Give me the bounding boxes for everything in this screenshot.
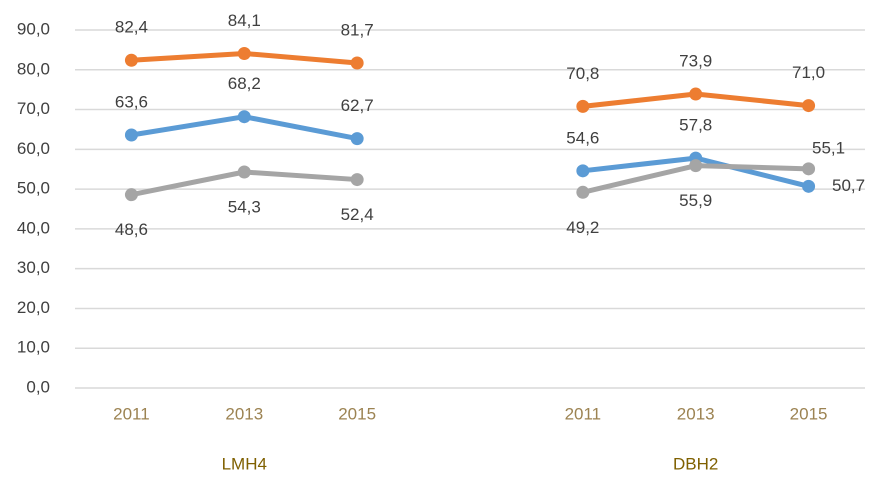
y-tick-label: 90,0 <box>17 19 50 38</box>
y-tick-label: 70,0 <box>17 99 50 118</box>
y-tick-label: 60,0 <box>17 139 50 158</box>
y-tick-label: 80,0 <box>17 59 50 78</box>
data-label: 54,6 <box>566 128 599 147</box>
marker <box>237 46 251 60</box>
data-label: 62,7 <box>341 96 374 115</box>
data-label: 52,4 <box>341 205 374 224</box>
data-label: 70,8 <box>566 64 599 83</box>
y-tick-label: 40,0 <box>17 218 50 237</box>
x-tick-label: 2013 <box>225 404 263 423</box>
y-tick-label: 30,0 <box>17 258 50 277</box>
x-tick-label: 2011 <box>113 404 150 423</box>
data-label: 48,6 <box>115 220 148 239</box>
marker <box>350 173 364 187</box>
data-label: 82,4 <box>115 18 148 37</box>
data-label: 63,6 <box>115 92 148 111</box>
x-tick-label: 2015 <box>338 404 376 423</box>
x-tick-label: 2015 <box>790 404 828 423</box>
data-label: 55,9 <box>679 191 712 210</box>
y-tick-label: 10,0 <box>17 338 50 357</box>
data-label: 57,8 <box>679 116 712 135</box>
data-label: 49,2 <box>566 218 599 237</box>
y-tick-label: 20,0 <box>17 298 50 317</box>
marker <box>802 179 816 193</box>
marker <box>576 185 590 199</box>
marker <box>689 159 703 173</box>
marker <box>124 128 138 142</box>
group-label: DBH2 <box>673 454 718 473</box>
marker <box>350 132 364 146</box>
y-tick-label: 50,0 <box>17 179 50 198</box>
marker <box>237 110 251 124</box>
marker <box>802 99 816 113</box>
x-tick-label: 2013 <box>677 404 715 423</box>
marker <box>350 56 364 70</box>
data-label: 54,3 <box>228 197 261 216</box>
data-label: 73,9 <box>679 52 712 71</box>
marker <box>124 53 138 67</box>
group-label: LMH4 <box>222 454 267 473</box>
marker <box>576 99 590 113</box>
data-label: 50,7 <box>832 176 865 195</box>
data-label: 84,1 <box>228 11 261 30</box>
data-label: 71,0 <box>792 63 825 82</box>
x-tick-label: 2011 <box>565 404 602 423</box>
marker <box>802 162 816 176</box>
data-label: 55,1 <box>812 138 845 157</box>
marker <box>689 87 703 101</box>
marker <box>237 165 251 179</box>
marker <box>124 188 138 202</box>
y-tick-label: 0,0 <box>26 377 50 396</box>
marker <box>576 164 590 178</box>
data-label: 68,2 <box>228 74 261 93</box>
data-label: 81,7 <box>341 20 374 39</box>
